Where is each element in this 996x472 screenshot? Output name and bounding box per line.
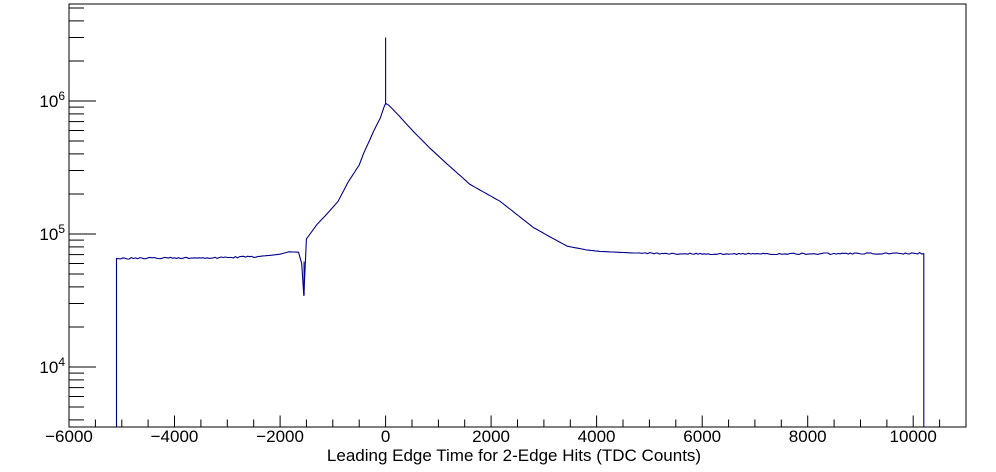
- svg-text:105: 105: [39, 222, 65, 244]
- svg-text:4000: 4000: [578, 427, 616, 446]
- svg-text:−6000: −6000: [45, 427, 93, 446]
- histogram-curve: [115, 37, 925, 427]
- svg-text:0: 0: [381, 427, 390, 446]
- svg-text:104: 104: [39, 355, 65, 377]
- svg-text:6000: 6000: [683, 427, 721, 446]
- x-axis-tick-labels: −6000 −4000 −2000 0 2000 4000 6000 8000 10000: [45, 427, 937, 446]
- svg-text:−2000: −2000: [256, 427, 304, 446]
- x-axis-title: Leading Edge Time for 2-Edge Hits (TDC C…: [327, 446, 701, 465]
- y-axis-ticks: [69, 7, 96, 421]
- svg-text:−4000: −4000: [151, 427, 199, 446]
- x-axis-ticks: [68, 415, 941, 427]
- y-axis-tick-labels: 104 105 106: [39, 89, 65, 377]
- svg-text:10000: 10000: [890, 427, 937, 446]
- svg-text:2000: 2000: [472, 427, 510, 446]
- svg-text:8000: 8000: [789, 427, 827, 446]
- svg-text:106: 106: [39, 89, 65, 111]
